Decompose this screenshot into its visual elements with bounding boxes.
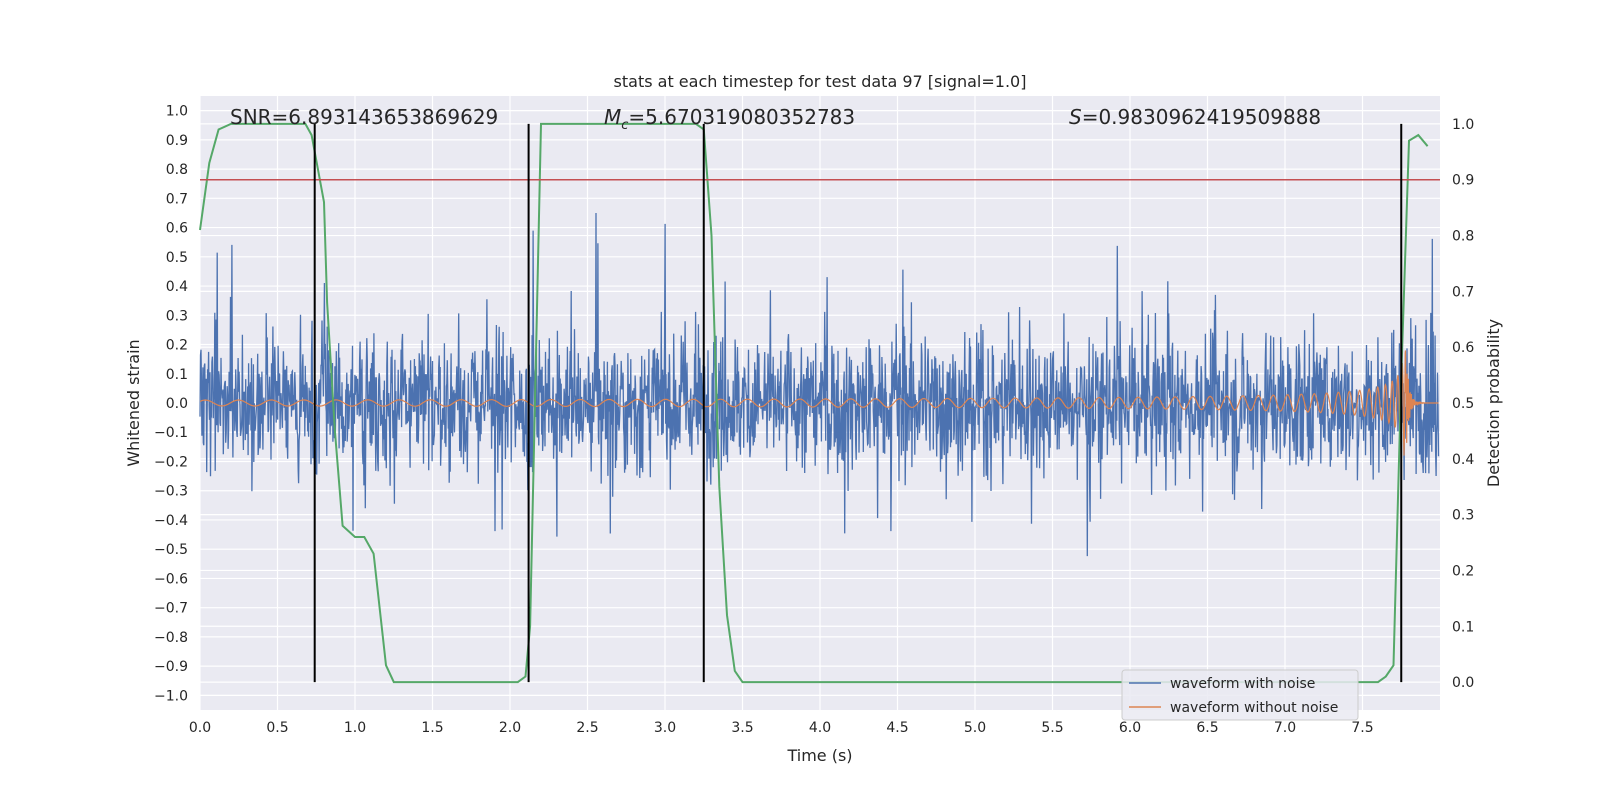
x-tick-label: 5.5 — [1041, 720, 1063, 736]
x-tick-label: 3.0 — [654, 720, 676, 736]
x-tick-label: 3.5 — [731, 720, 753, 736]
y-tick-label: 0.1 — [166, 367, 188, 383]
y-right-tick-label: 0.9 — [1452, 173, 1474, 189]
y-right-tick-label: 0.1 — [1452, 619, 1474, 635]
s-symbol: S — [1069, 105, 1082, 129]
y-right-tick-label: 1.0 — [1452, 117, 1474, 133]
x-tick-label: 5.0 — [964, 720, 986, 736]
series-waveform-without-noise — [199, 350, 1439, 456]
x-tick-label: 4.5 — [886, 720, 908, 736]
x-tick-label: 1.0 — [344, 720, 366, 736]
x-tick-label: 7.0 — [1274, 720, 1296, 736]
snr-annotation: SNR=6.893143653869629 — [230, 105, 498, 129]
y-tick-label: 0.2 — [166, 338, 188, 354]
x-tick-label: 2.0 — [499, 720, 521, 736]
mc-value: =5.670319080352783 — [628, 105, 855, 129]
y-tick-label: 1.0 — [166, 104, 188, 120]
x-tick-label: 6.5 — [1196, 720, 1218, 736]
y-tick-label: −0.2 — [154, 454, 188, 470]
y-tick-label: −0.9 — [154, 659, 188, 675]
y-tick-label: 0.6 — [166, 221, 188, 237]
x-tick-label: 7.5 — [1351, 720, 1373, 736]
s-annotation: S=0.9830962419509888 — [1069, 105, 1321, 129]
y-tick-label: 0.7 — [166, 191, 188, 207]
noise-trace — [199, 212, 1440, 569]
y-tick-label: −0.8 — [154, 630, 188, 646]
legend-label-noise: waveform with noise — [1170, 676, 1315, 692]
mc-symbol: M — [604, 105, 621, 129]
clean-trace — [199, 350, 1439, 456]
x-tick-label: 0.5 — [266, 720, 288, 736]
y-tick-label: −0.3 — [154, 484, 188, 500]
marks — [200, 123, 1440, 683]
y-tick-label: −0.1 — [154, 425, 188, 441]
x-axis-label: Time (s) — [786, 746, 852, 765]
legend-box — [1121, 669, 1359, 721]
y-right-tick-label: 0.8 — [1452, 229, 1474, 245]
y-tick-label: 0.3 — [166, 308, 188, 324]
y-tick-label: −0.7 — [154, 601, 188, 617]
y-right-tick-label: 0.0 — [1452, 675, 1474, 691]
y-right-tick-label: 0.7 — [1452, 284, 1474, 300]
y-tick-label: −0.6 — [154, 571, 188, 587]
y-tick-label: −0.5 — [154, 542, 188, 558]
ticks: 0.0 0.5 1.0 1.5 2.0 2.5 3.0 3.5 4.0 4.5 5.0 5.5 6.0 6… — [154, 104, 1474, 736]
y-tick-label: 0.8 — [166, 162, 188, 178]
y-right-tick-label: 0.4 — [1452, 452, 1474, 468]
y-right-tick-label: 0.6 — [1452, 340, 1474, 356]
y-tick-label: 0.5 — [166, 250, 188, 266]
y-right-tick-label: 0.3 — [1452, 508, 1474, 524]
legend: waveform with noise waveform without noi… — [1121, 669, 1359, 721]
y-tick-label: 0.0 — [166, 396, 188, 412]
y-tick-label: −1.0 — [154, 688, 188, 704]
y-axis-label: Whitened strain — [124, 339, 143, 466]
y-tick-label: 0.4 — [166, 279, 188, 295]
x-tick-label: 2.5 — [576, 720, 598, 736]
mc-annotation: Mc=5.670319080352783 — [604, 105, 855, 133]
s-value: =0.9830962419509888 — [1082, 105, 1321, 129]
chart-title: stats at each timestep for test data 97 … — [614, 72, 1027, 91]
y-tick-label: 0.9 — [166, 133, 188, 149]
y-right-tick-label: 0.2 — [1452, 563, 1474, 579]
y-right-tick-label: 0.5 — [1452, 396, 1474, 412]
x-tick-label: 0.0 — [189, 720, 211, 736]
series-waveform-with-noise — [199, 212, 1440, 569]
x-tick-label: 1.5 — [421, 720, 443, 736]
mc-subscript: c — [621, 118, 628, 133]
legend-label-clean: waveform without noise — [1170, 700, 1338, 716]
y-axis-label-right: Detection probability — [1484, 319, 1503, 487]
x-tick-label: 6.0 — [1119, 720, 1141, 736]
y-tick-label: −0.4 — [154, 513, 188, 529]
x-tick-label: 4.0 — [809, 720, 831, 736]
